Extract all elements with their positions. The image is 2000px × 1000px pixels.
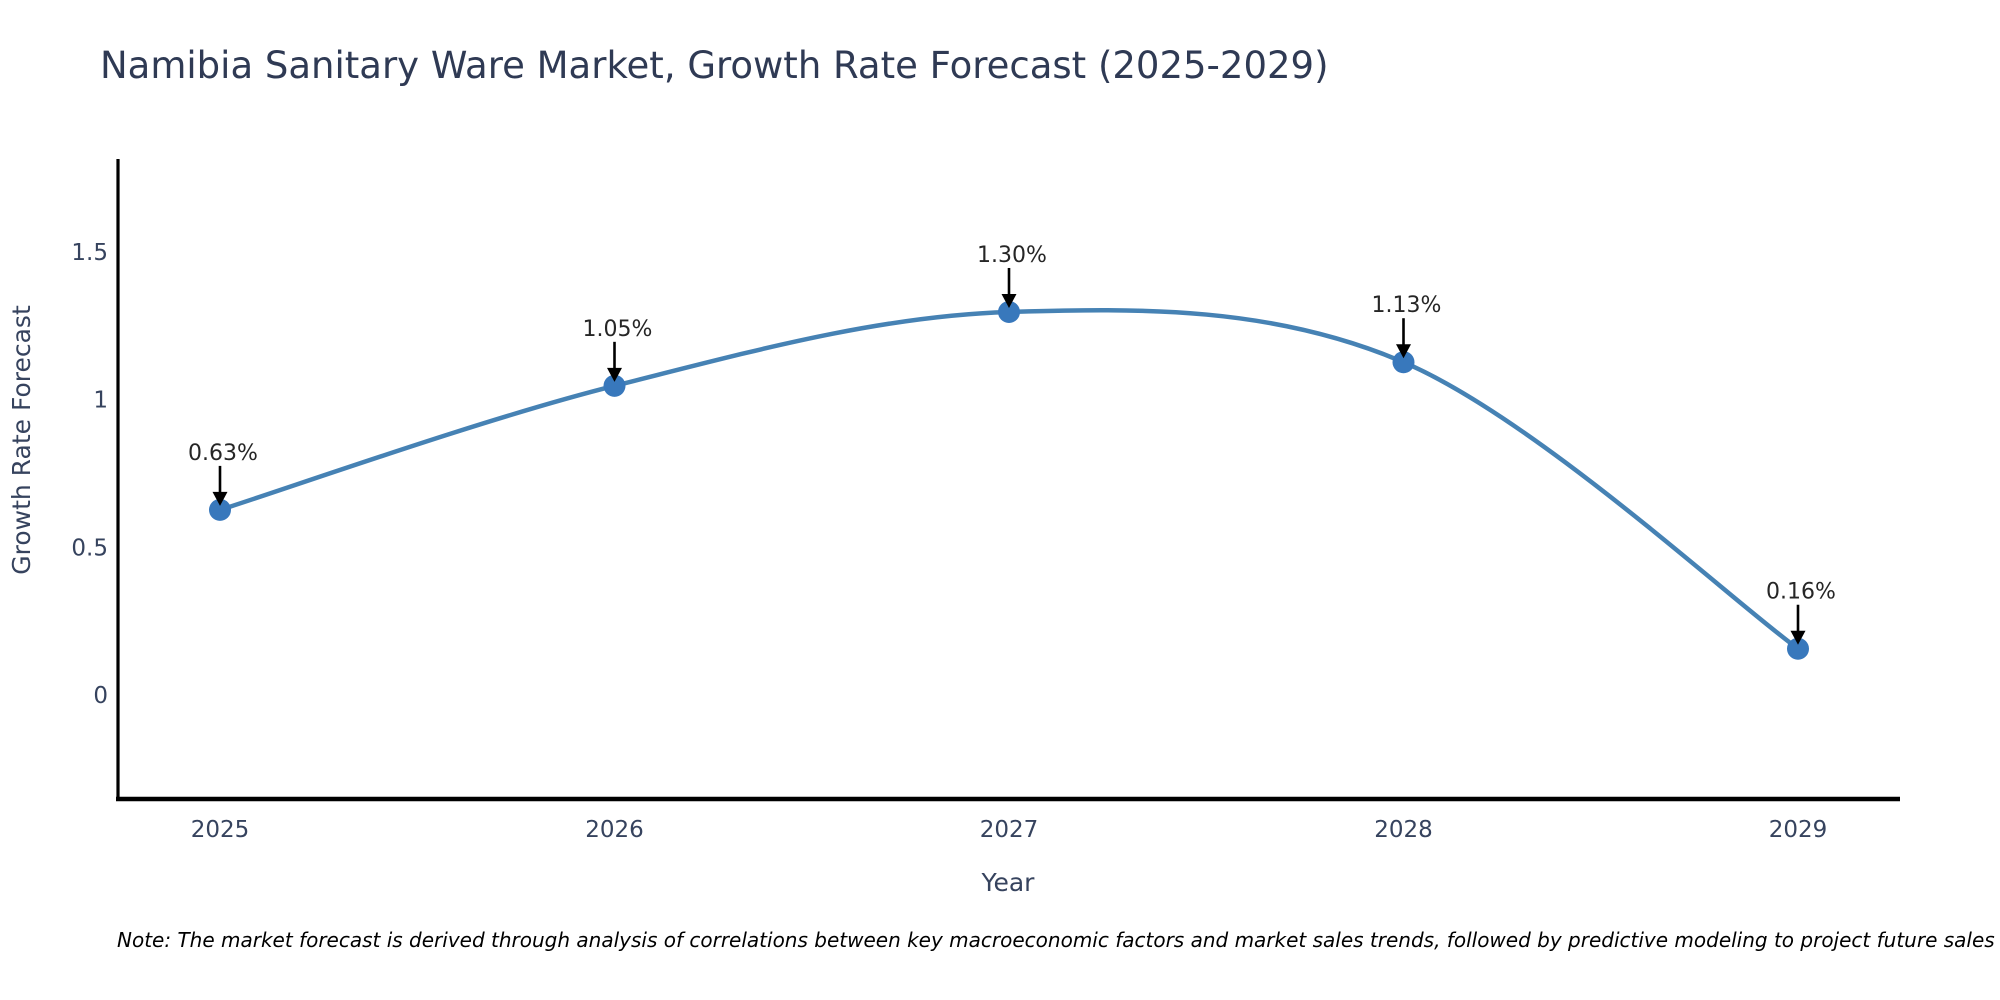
point-annotations: 0.63% 1.05% 1.30% 1.13% 0.16% [188,243,1836,645]
data-point-marker [1787,637,1809,660]
annotation-arrowhead-icon [1790,630,1806,645]
y-tick-label: 0 [93,683,108,709]
x-tick-label: 2025 [191,817,250,843]
point-annotation: 1.30% [977,243,1047,308]
data-point-marker [603,374,626,397]
x-tick-label: 2026 [585,817,644,843]
x-axis-title: Year [981,868,1036,897]
y-tick-label: 1.5 [71,240,108,266]
y-tick-label: 1 [93,388,108,414]
point-annotation: 1.13% [1372,293,1442,359]
x-tick-label: 2028 [1374,817,1433,843]
y-tick-label: 0.5 [71,535,108,561]
point-annotation: 1.05% [583,317,653,382]
data-point-marker [998,300,1020,323]
data-point-marker [1392,351,1415,374]
annotation-arrowhead-icon [607,367,622,382]
y-axis-ticks: 0 0.5 1 1.5 [71,240,108,709]
chart-title: Namibia Sanitary Ware Market, Growth Rat… [100,44,1329,87]
data-point-markers [209,300,1809,660]
series-line [217,308,1801,651]
annotation-arrowhead-icon [212,491,228,506]
x-tick-label: 2027 [980,817,1039,843]
annotation-arrowhead-icon [1001,293,1017,308]
x-axis-ticks: 2025 2026 2027 2028 2029 [191,817,1828,843]
x-tick-label: 2029 [1769,817,1828,843]
annotation-arrowhead-icon [1396,344,1411,359]
point-value-label: 0.63% [188,441,258,466]
point-annotation: 0.63% [188,441,258,506]
data-point-marker [209,498,231,521]
footnote: Note: The market forecast is derived thr… [117,928,1995,952]
point-value-label: 1.05% [583,317,653,342]
y-axis-title: Growth Rate Forecast [7,305,36,575]
point-value-label: 1.30% [977,243,1047,268]
point-value-label: 0.16% [1766,580,1836,605]
point-value-label: 1.13% [1372,293,1442,318]
point-annotation: 0.16% [1766,580,1836,645]
